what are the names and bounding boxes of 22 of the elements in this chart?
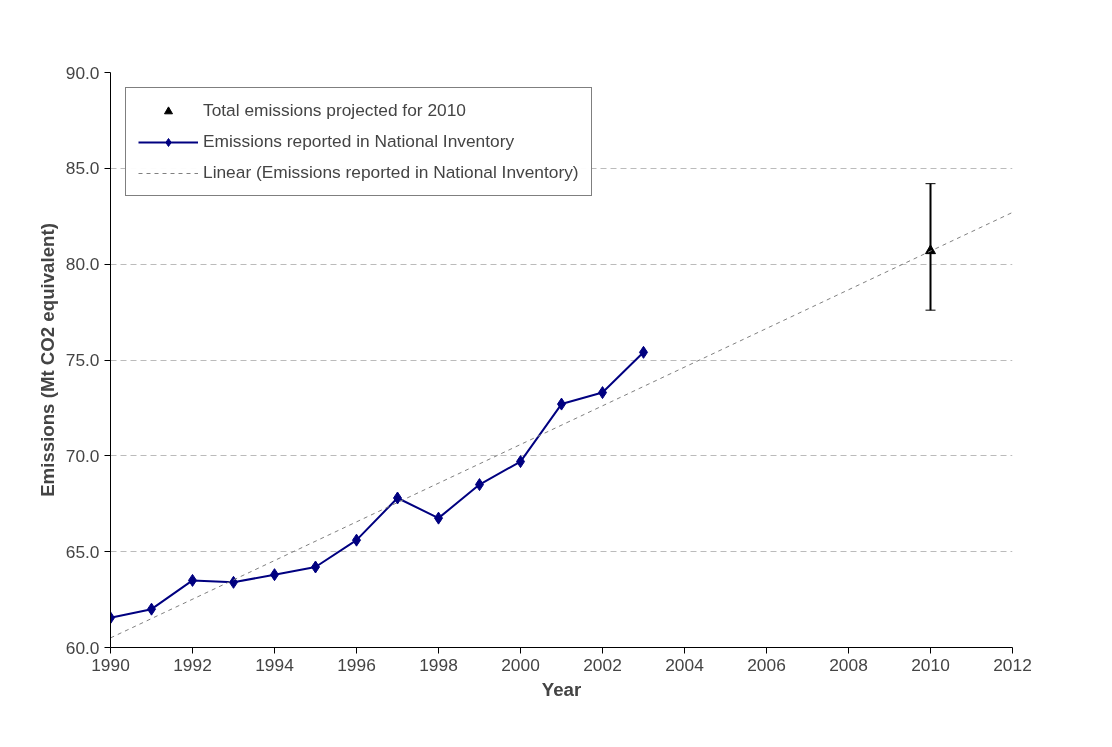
- x-tick-label: 1992: [173, 654, 212, 675]
- y-axis-title: Emissions (Mt CO2 equivalent): [36, 223, 58, 497]
- x-tick-label: 2012: [993, 654, 1032, 675]
- x-tick-label: 1994: [255, 654, 295, 675]
- x-tick-label: 1998: [419, 654, 458, 675]
- x-tick-label: 1996: [337, 654, 376, 675]
- x-tick-label: 2006: [747, 654, 786, 675]
- legend-label: Total emissions projected for 2010: [203, 100, 466, 121]
- y-tick-label: 80.0: [65, 254, 100, 275]
- x-tick-label: 2000: [501, 654, 540, 675]
- y-tick-label: 75.0: [65, 350, 100, 370]
- legend-label: Linear (Emissions reported in National Inventory): [203, 162, 579, 183]
- x-tick-label: 2004: [665, 654, 705, 675]
- y-tick-label: 90.0: [65, 62, 100, 83]
- x-tick-label: 2008: [829, 654, 868, 675]
- y-tick-label: 70.0: [65, 445, 100, 466]
- y-tick-label: 85.0: [65, 158, 100, 179]
- x-tick-label: 2010: [911, 654, 950, 675]
- legend-label: Emissions reported in National Inventory: [203, 131, 515, 152]
- x-axis-title: Year: [541, 678, 582, 700]
- y-tick-label: 65.0: [65, 541, 100, 562]
- x-tick-label: 2002: [583, 654, 622, 675]
